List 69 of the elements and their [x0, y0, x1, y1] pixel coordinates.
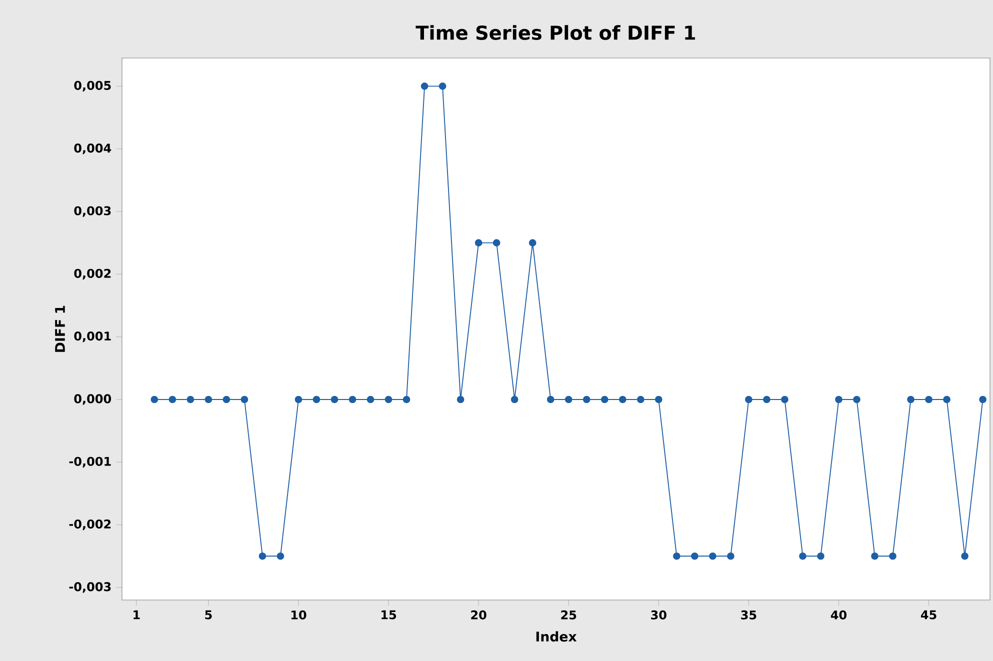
point [979, 396, 986, 404]
point [745, 396, 752, 404]
point [546, 396, 554, 404]
point [492, 239, 500, 247]
point [240, 396, 248, 404]
point [510, 396, 518, 404]
x-axis-title: Index [536, 631, 577, 642]
chart-title: Time Series Plot of DIFF 1 [416, 25, 696, 40]
point [763, 396, 770, 404]
y-tick-label: -0,001 [69, 456, 111, 468]
point [168, 396, 176, 404]
point [781, 396, 788, 404]
point [799, 552, 806, 560]
y-tick-label: 0,001 [74, 332, 111, 342]
point [438, 82, 446, 90]
point [564, 396, 572, 404]
y-tick-label: 0,002 [74, 268, 111, 280]
x-tick-label: 5 [205, 610, 212, 620]
point [817, 552, 824, 560]
point [961, 552, 968, 560]
point [366, 396, 374, 404]
point [618, 396, 626, 404]
point [925, 396, 932, 404]
point [312, 396, 320, 404]
point [835, 396, 842, 404]
point [654, 396, 662, 404]
x-tick-label: 20 [471, 610, 486, 620]
point [222, 396, 230, 404]
point [150, 396, 158, 404]
x-tick-label: 1 [134, 610, 140, 620]
point [276, 552, 284, 560]
point [384, 396, 392, 404]
x-tick-label: 25 [561, 610, 576, 620]
point [727, 552, 734, 560]
x-tick-label: 30 [651, 610, 666, 620]
point [672, 552, 680, 560]
y-tick-label: 0,003 [74, 206, 111, 217]
point [582, 396, 590, 404]
x-tick-label: 10 [291, 610, 306, 620]
x-tick-label: 15 [382, 610, 396, 620]
point [258, 552, 266, 560]
y-tick-label: -0,003 [69, 582, 111, 593]
point [600, 396, 608, 404]
point [348, 396, 356, 404]
point [943, 396, 950, 404]
point [871, 552, 878, 560]
point [889, 552, 896, 560]
point [528, 239, 536, 247]
point [853, 396, 860, 404]
x-tick-label: 35 [741, 610, 756, 620]
y-tick-label: 0,004 [74, 144, 112, 154]
point [330, 396, 338, 404]
point [204, 396, 212, 404]
point [294, 396, 302, 404]
point [690, 552, 698, 560]
point [402, 396, 410, 404]
y-tick-label: -0,002 [69, 520, 111, 530]
point [456, 396, 464, 404]
point [709, 552, 716, 560]
y-axis-title: DIFF 1 [55, 306, 65, 352]
point [907, 396, 914, 404]
point [636, 396, 644, 404]
x-tick-label: 45 [920, 610, 936, 620]
x-tick-label: 40 [830, 610, 847, 620]
y-tick-label: 0,000 [74, 394, 112, 405]
y-tick-label: 0,005 [74, 80, 111, 92]
point [474, 239, 482, 247]
point [420, 82, 428, 90]
point [186, 396, 194, 404]
